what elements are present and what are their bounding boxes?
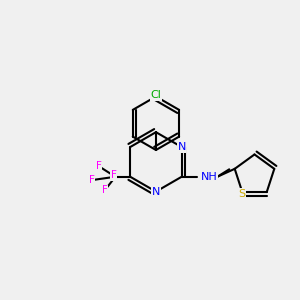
Text: S: S [239,189,246,199]
Text: F: F [88,175,94,185]
Text: NH: NH [201,172,218,182]
Text: F: F [111,170,117,180]
Text: F: F [102,185,108,195]
Text: Cl: Cl [151,90,161,100]
Text: N: N [152,187,160,196]
Text: F: F [96,161,102,171]
Text: N: N [178,142,186,152]
